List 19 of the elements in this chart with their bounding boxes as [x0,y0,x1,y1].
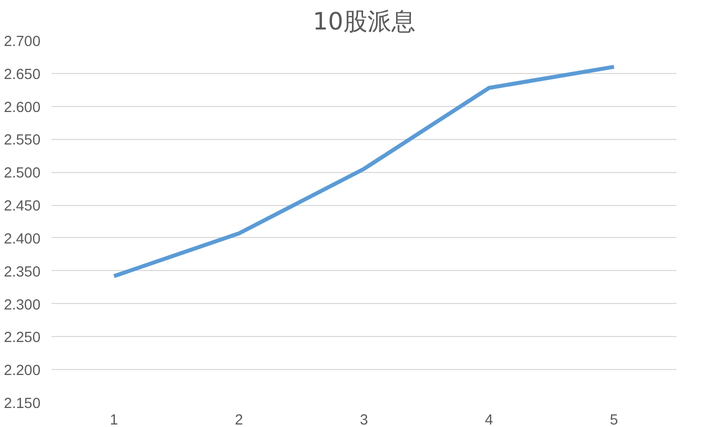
y-tick-label: 2.600 [4,100,41,116]
x-tick-label: 2 [234,412,244,427]
x-tick-label: 4 [484,412,494,427]
x-tick-label: 3 [360,412,368,427]
y-tick-label: 2.250 [4,330,41,346]
y-tick-label: 2.400 [4,231,41,248]
y-tick-label: 2.500 [4,166,41,182]
y-tick-label: 2.150 [4,396,41,412]
line-series [112,64,616,278]
y-tick-label: 2.700 [4,34,41,50]
y-tick-label: 2.550 [4,132,41,149]
y-tick-label: 2.300 [4,297,41,314]
x-tick-label: 5 [610,412,618,427]
y-tick-label: 2.350 [4,264,41,280]
chart-title: 10股派息 [312,8,416,36]
y-tick-label: 2.650 [4,66,41,83]
x-tick-label: 1 [110,412,118,427]
y-tick-label: 2.450 [4,198,41,215]
y-tick-label: 2.200 [4,363,41,380]
